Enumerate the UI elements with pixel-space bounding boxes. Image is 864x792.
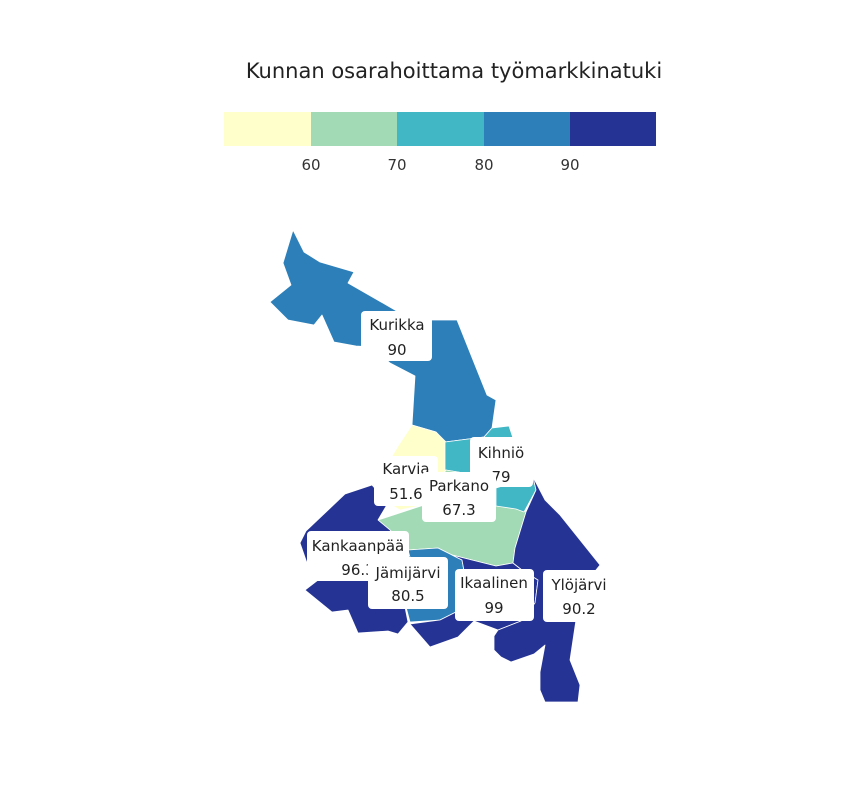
label-parkano: Parkano 67.3 [422, 472, 496, 522]
label-box [368, 557, 448, 609]
region-name: Kurikka [369, 316, 424, 334]
region-value: 96.3 [341, 561, 374, 579]
region-name: Karvia [382, 460, 429, 478]
region-value: 67.3 [442, 501, 475, 519]
region-name: Kihniö [478, 444, 524, 462]
region-value: 80.5 [391, 587, 424, 605]
label-box [543, 570, 615, 622]
region-name: Ylöjärvi [550, 576, 606, 594]
region-name: Jämijärvi [375, 564, 441, 582]
label-ikaalinen: Ikaalinen 99 [455, 569, 534, 621]
label-box [361, 311, 432, 361]
region-name: Parkano [429, 477, 489, 495]
legend-tick-70: 70 [387, 156, 406, 174]
region-value: 90 [387, 341, 406, 359]
label-jamijarvi: Jämijärvi 80.5 [368, 557, 448, 609]
legend-swatch-4 [484, 112, 570, 146]
legend-tick-60: 60 [301, 156, 320, 174]
legend-tick-90: 90 [560, 156, 579, 174]
labels: Kurikka 90 Karvia 51.6 Kihniö 79 Parkano… [307, 311, 615, 622]
label-ylojarvi: Ylöjärvi 90.2 [543, 570, 615, 622]
region-name: Kankaanpää [312, 537, 405, 555]
label-kurikka: Kurikka 90 [361, 311, 432, 361]
label-box [455, 569, 534, 621]
region-value: 90.2 [562, 600, 595, 618]
region-name: Ikaalinen [460, 574, 528, 592]
legend: Kunnan osarahoittama työmarkkinatuki 60 … [224, 59, 662, 174]
legend-swatch-2 [311, 112, 397, 146]
legend-swatch-5 [570, 112, 656, 146]
legend-swatch-1 [224, 112, 311, 146]
region-value: 51.6 [389, 485, 422, 503]
label-box [422, 472, 496, 522]
legend-swatch-3 [397, 112, 484, 146]
legend-title: Kunnan osarahoittama työmarkkinatuki [246, 59, 662, 83]
region-value: 99 [484, 599, 503, 617]
legend-tick-80: 80 [474, 156, 493, 174]
region-value: 79 [491, 468, 510, 486]
